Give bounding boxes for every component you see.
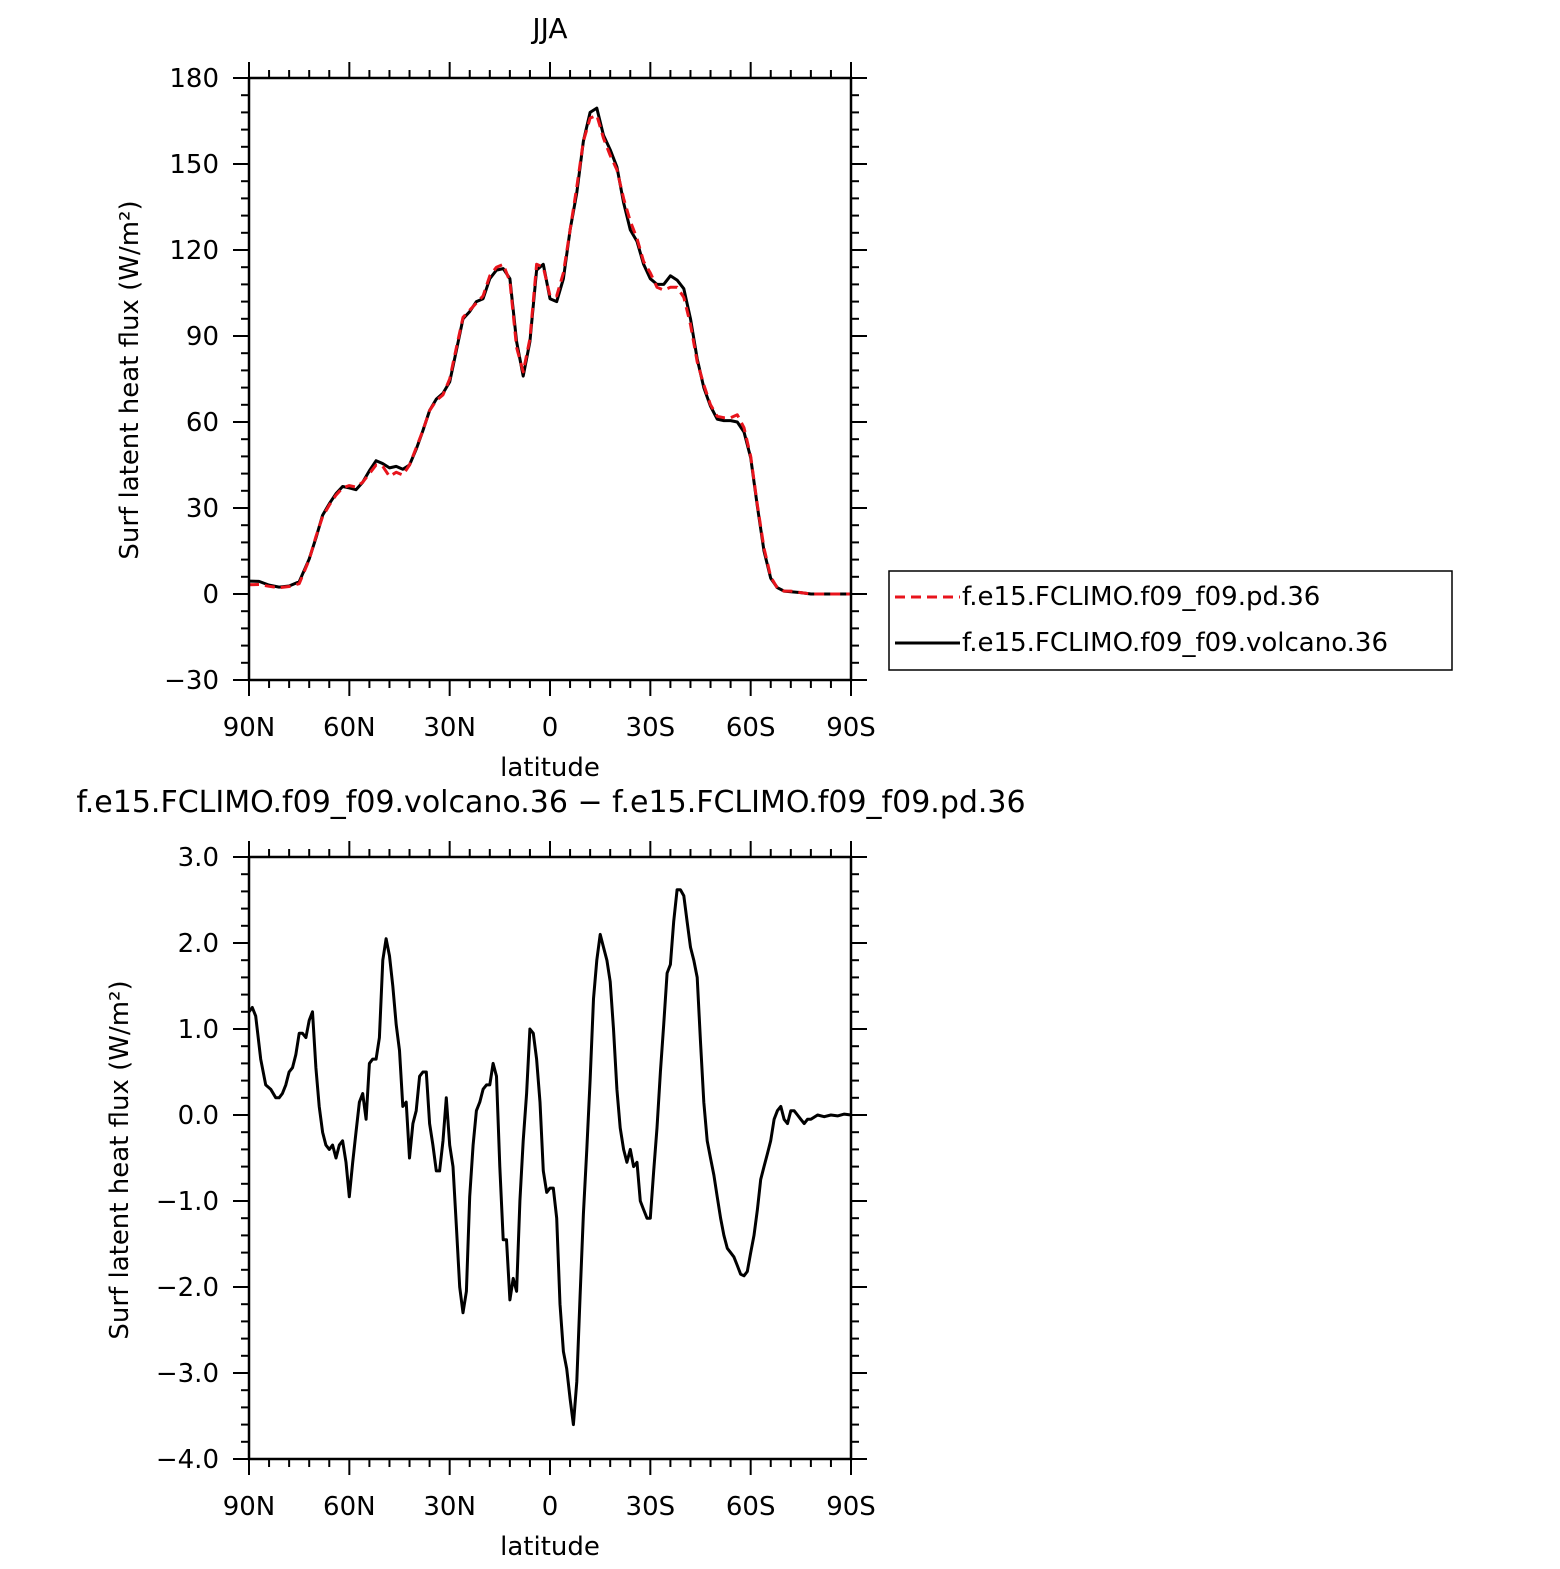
chart-panel-bottom: f.e15.FCLIMO.f09_f09.volcano.36 − f.e15.… [76, 785, 1025, 1562]
y-tick-label: −4.0 [156, 1445, 219, 1475]
legend-label-pd: f.e15.FCLIMO.f09_f09.pd.36 [962, 582, 1320, 612]
y-tick-label: 180 [169, 64, 219, 94]
tick-labels: −4.0 −3.0 −2.0 −1.0 0.0 1.0 2.0 3.0 90N 60N 30N 0 30… [156, 843, 876, 1522]
y-tick-label: 120 [169, 236, 219, 266]
y-tick-label: 0 [202, 580, 219, 610]
x-tick-label: 30N [423, 1492, 476, 1522]
y-tick-label: 30 [186, 494, 219, 524]
axis-ticks [233, 841, 867, 1475]
x-tick-label: 30S [626, 1492, 676, 1522]
y-tick-label: 150 [169, 150, 219, 180]
legend-box [888, 570, 1453, 671]
y-tick-label: −30 [164, 666, 219, 696]
x-tick-label: 60S [726, 713, 776, 743]
y-tick-label: 2.0 [178, 929, 219, 959]
x-tick-label: 60N [323, 713, 376, 743]
y-axis-label: Surf latent heat flux (W/m²) [105, 980, 135, 1339]
series-layer [247, 888, 852, 1427]
y-tick-label: 60 [186, 408, 219, 438]
y-tick-label: −2.0 [156, 1273, 219, 1303]
chart-panel-top: JJA −30 0 30 60 90 120 150 180 90N 60N 30N 0 30S 60S 9… [115, 12, 1453, 783]
y-tick-label: −3.0 [156, 1359, 219, 1389]
x-tick-label: 90S [826, 713, 876, 743]
legend-label-volcano: f.e15.FCLIMO.f09_f09.volcano.36 [962, 628, 1388, 658]
x-tick-label: 0 [542, 1492, 559, 1522]
chart-title: JJA [530, 12, 567, 45]
y-tick-label: 0.0 [178, 1101, 219, 1131]
legend: f.e15.FCLIMO.f09_f09.pd.36 f.e15.FCLIMO.… [888, 570, 1453, 671]
y-tick-label: 90 [186, 322, 219, 352]
tick-labels: −30 0 30 60 90 120 150 180 90N 60N 30N 0 30S 60S 90S [164, 64, 876, 743]
chart-title: f.e15.FCLIMO.f09_f09.volcano.36 − f.e15.… [76, 785, 1025, 820]
x-axis-label: latitude [500, 753, 600, 783]
plot-frame [247, 855, 853, 1461]
series-line-0 [248, 113, 851, 596]
y-tick-label: 3.0 [178, 843, 219, 873]
series-layer [248, 106, 851, 596]
series-line-0 [247, 888, 852, 1427]
y-tick-label: −1.0 [156, 1187, 219, 1217]
x-tick-label: 60N [323, 1492, 376, 1522]
x-tick-label: 90N [223, 713, 276, 743]
x-tick-label: 90N [223, 1492, 276, 1522]
y-axis-label: Surf latent heat flux (W/m²) [115, 200, 145, 559]
y-tick-label: 1.0 [178, 1015, 219, 1045]
x-tick-label: 60S [726, 1492, 776, 1522]
x-tick-label: 0 [542, 713, 559, 743]
x-axis-label: latitude [500, 1532, 600, 1562]
x-tick-label: 30S [626, 713, 676, 743]
x-tick-label: 30N [423, 713, 476, 743]
x-tick-label: 90S [826, 1492, 876, 1522]
axis-ticks [233, 62, 867, 696]
plot-frame [247, 76, 853, 682]
